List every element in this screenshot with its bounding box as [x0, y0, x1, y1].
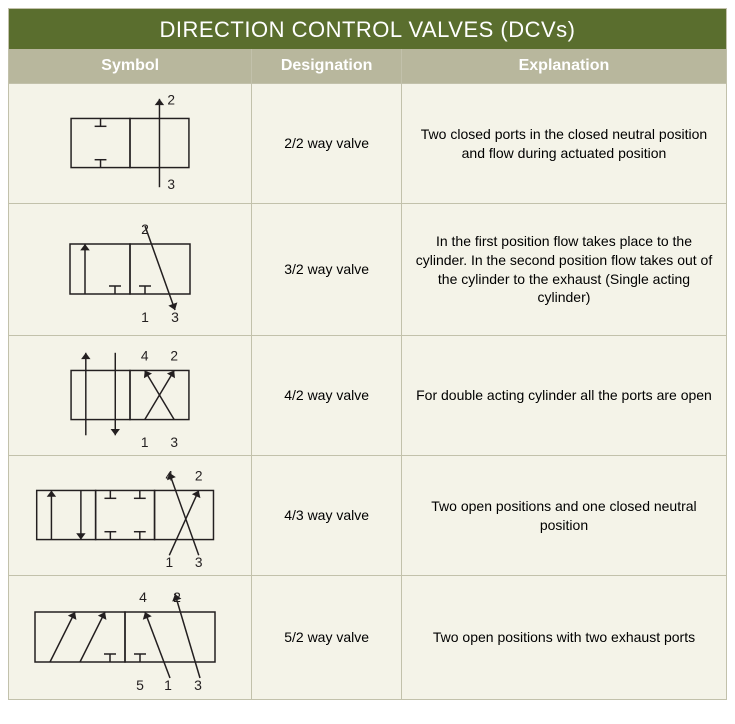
- designation-cell: 2/2 way valve: [252, 84, 402, 203]
- svg-text:2: 2: [141, 221, 149, 237]
- svg-text:3: 3: [171, 309, 179, 325]
- svg-text:1: 1: [166, 555, 174, 570]
- symbol-cell: 4 2 5 1 3: [9, 576, 252, 699]
- table-row: 4 2 1 3 4/2 way valveFor double acting cylin…: [9, 335, 726, 455]
- explanation-cell: Two open positions with two exhaust port…: [402, 576, 726, 699]
- symbol-cell: 23: [9, 84, 252, 203]
- svg-text:3: 3: [171, 435, 179, 450]
- svg-text:2: 2: [195, 468, 203, 483]
- header-symbol: Symbol: [9, 49, 252, 83]
- svg-text:3: 3: [194, 677, 202, 693]
- svg-text:4: 4: [141, 348, 149, 363]
- designation-cell: 4/2 way valve: [252, 336, 402, 455]
- header-designation: Designation: [252, 49, 402, 83]
- explanation-cell: Two closed ports in the closed neutral p…: [402, 84, 726, 203]
- explanation-cell: For double acting cylinder all the ports…: [402, 336, 726, 455]
- designation-cell: 4/3 way valve: [252, 456, 402, 575]
- svg-text:2: 2: [171, 348, 179, 363]
- table-row: 2 1 3 3/2 way valveIn the first position fl…: [9, 203, 726, 335]
- svg-text:5: 5: [136, 677, 144, 693]
- svg-text:4: 4: [139, 589, 147, 605]
- svg-text:2: 2: [167, 92, 175, 107]
- svg-text:4: 4: [166, 468, 174, 483]
- svg-text:2: 2: [173, 589, 181, 605]
- symbol-cell: 2 1 3: [9, 204, 252, 335]
- table-header-row: Symbol Designation Explanation: [9, 49, 726, 83]
- table-title: DIRECTION CONTROL VALVES (DCVs): [9, 9, 726, 49]
- svg-text:3: 3: [195, 555, 203, 570]
- table-row: 4 2 5 1 3 5/2 way valveTwo open positions wit…: [9, 575, 726, 699]
- header-explanation: Explanation: [402, 49, 726, 83]
- table-row: 232/2 way valveTwo closed ports in the c…: [9, 83, 726, 203]
- explanation-cell: In the first position flow takes place t…: [402, 204, 726, 335]
- designation-cell: 5/2 way valve: [252, 576, 402, 699]
- svg-text:1: 1: [141, 435, 149, 450]
- svg-text:1: 1: [141, 309, 149, 325]
- designation-cell: 3/2 way valve: [252, 204, 402, 335]
- table-row: 4 2 1 3 4/3 way valveTwo open positions and …: [9, 455, 726, 575]
- svg-text:3: 3: [167, 177, 175, 192]
- symbol-cell: 4 2 1 3: [9, 336, 252, 455]
- svg-text:1: 1: [164, 677, 172, 693]
- explanation-cell: Two open positions and one closed neutra…: [402, 456, 726, 575]
- dcv-table: DIRECTION CONTROL VALVES (DCVs) Symbol D…: [8, 8, 727, 700]
- symbol-cell: 4 2 1 3: [9, 456, 252, 575]
